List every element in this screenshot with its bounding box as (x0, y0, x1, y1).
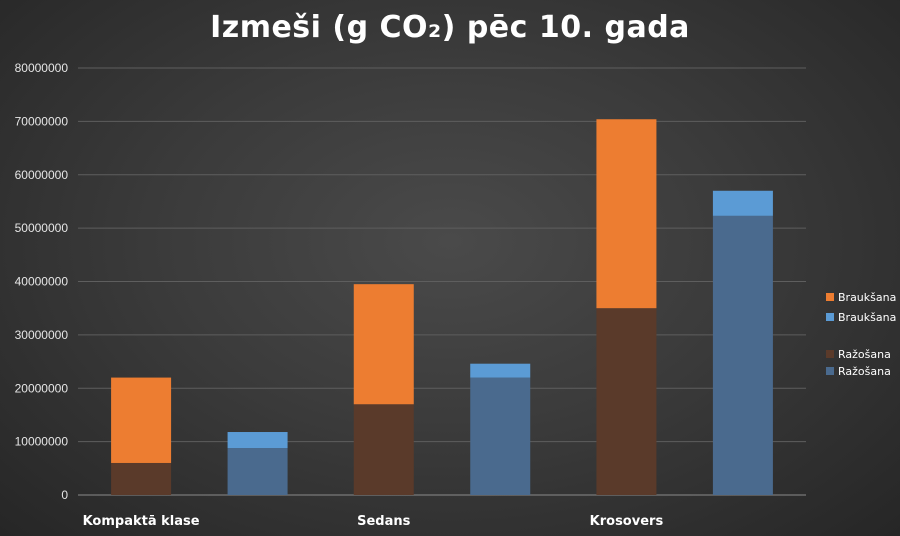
bar-segment (227, 448, 288, 495)
legend-label: Braukšana (838, 291, 896, 304)
y-tick-label: 70000000 (15, 114, 69, 128)
bar-segment (227, 432, 288, 449)
x-category-label: Sedans (357, 514, 411, 529)
legend-swatch (826, 313, 834, 321)
chart-title: Izmeši (g CO₂) pēc 10. gada (210, 10, 690, 45)
bar-segment (712, 215, 773, 495)
x-category-label: Krosovers (590, 514, 664, 529)
legend-label: Ražošana (838, 348, 891, 361)
y-tick-label: 50000000 (15, 221, 69, 235)
bar-segment (470, 363, 531, 378)
y-tick-label: 80000000 (15, 61, 69, 75)
x-category-label: Kompaktā klase (83, 514, 200, 529)
y-tick-label: 20000000 (15, 381, 69, 395)
bar-segment (596, 308, 657, 495)
legend-swatch (826, 293, 834, 301)
bar-segment (353, 404, 414, 495)
legend-label: Ražošana (838, 365, 891, 378)
legend-swatch (826, 350, 834, 358)
y-tick-label: 10000000 (15, 435, 69, 449)
y-tick-label: 30000000 (15, 328, 69, 342)
legend-swatch (826, 367, 834, 375)
bar-segment (353, 284, 414, 405)
y-tick-label: 0 (61, 488, 68, 502)
bar-segment (470, 377, 531, 495)
bar-segment (111, 377, 172, 463)
bar-segment (596, 119, 657, 309)
bar-segment (111, 462, 172, 495)
y-tick-label: 60000000 (15, 168, 69, 182)
y-tick-label: 40000000 (15, 275, 69, 289)
legend-label: Braukšana (838, 311, 896, 324)
bar-segment (712, 190, 773, 216)
